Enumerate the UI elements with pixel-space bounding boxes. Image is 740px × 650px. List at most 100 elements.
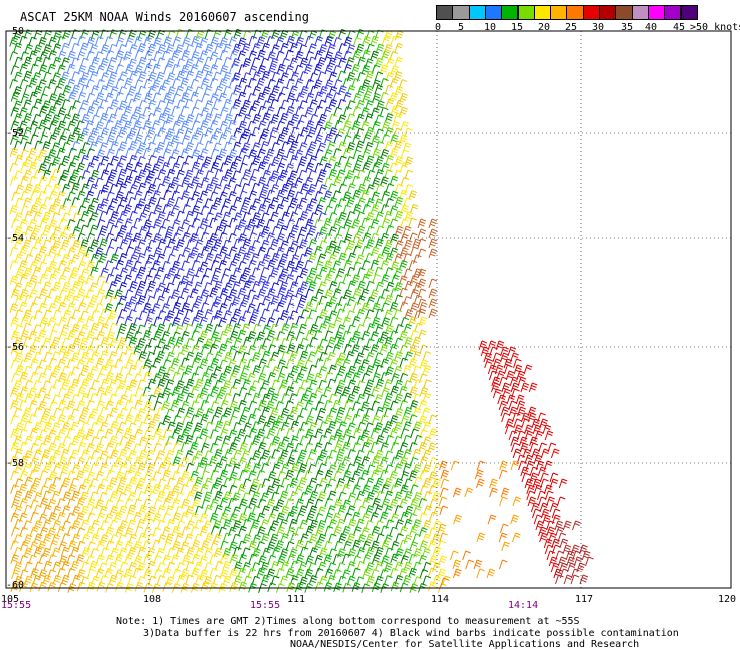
wind-barb <box>276 274 286 285</box>
wind-barb <box>389 316 399 327</box>
wind-barb <box>394 196 404 207</box>
wind-barb <box>371 400 380 411</box>
wind-barb <box>180 92 190 102</box>
wind-barb <box>308 477 318 488</box>
wind-barb <box>422 464 431 474</box>
wind-barb <box>238 414 248 425</box>
wind-barb <box>137 280 147 291</box>
wind-barb <box>90 548 99 558</box>
wind-barb <box>317 533 327 544</box>
legend-label: 40 <box>645 22 658 33</box>
wind-barb <box>307 463 317 474</box>
wind-barb <box>86 135 95 145</box>
wind-barb <box>180 568 190 579</box>
wind-barb <box>314 415 324 426</box>
wind-barb <box>248 553 258 564</box>
wind-barb <box>9 79 18 89</box>
wind-barb <box>42 322 52 333</box>
wind-barb <box>419 540 429 550</box>
wind-barb <box>428 238 438 249</box>
wind-barb <box>374 422 383 432</box>
wind-barb <box>404 490 413 501</box>
wind-barb <box>314 387 323 398</box>
wind-barb <box>136 477 146 488</box>
wind-barb <box>176 574 186 585</box>
wind-barb <box>357 280 366 291</box>
wind-barb <box>157 478 167 489</box>
wind-barb <box>295 315 305 326</box>
wind-barb <box>99 225 108 235</box>
legend-label: 15 <box>511 22 524 33</box>
wind-barb <box>323 441 333 452</box>
wind-barb <box>23 420 33 431</box>
wind-barb <box>94 36 104 46</box>
wind-barb <box>551 508 561 519</box>
wind-barb <box>304 35 314 46</box>
wind-barb <box>48 175 57 186</box>
wind-barb <box>23 352 33 363</box>
wind-barb <box>161 526 171 537</box>
wind-barb <box>527 412 537 423</box>
wind-barb <box>199 457 208 467</box>
wind-barb <box>52 309 62 320</box>
wind-barb <box>303 387 313 397</box>
wind-barb <box>185 142 194 152</box>
wind-barb <box>314 567 324 578</box>
wind-barb <box>355 408 365 419</box>
wind-barb <box>105 273 115 284</box>
wind-barb <box>498 400 508 411</box>
wind-barb <box>549 472 559 483</box>
wind-barb <box>380 442 389 452</box>
wind-barb <box>544 430 554 441</box>
wind-barb <box>100 280 109 291</box>
wind-barb <box>243 336 252 347</box>
wind-barb <box>343 428 352 439</box>
wind-barb <box>261 505 271 516</box>
wind-barb <box>355 154 365 165</box>
wind-barb <box>66 385 76 396</box>
wind-barb <box>181 498 190 509</box>
wind-barb <box>299 281 309 291</box>
legend-label: 45 <box>673 22 686 33</box>
wind-barb <box>276 526 285 536</box>
wind-barb <box>323 483 333 494</box>
lat-lon-grid <box>6 31 731 588</box>
wind-barb <box>185 183 195 193</box>
wind-barb <box>413 294 423 305</box>
wind-barb <box>333 175 343 186</box>
wind-barb <box>38 64 48 74</box>
wind-barb <box>48 372 58 382</box>
wind-barb <box>108 43 118 54</box>
wind-barb <box>32 183 42 194</box>
wind-barb <box>42 337 52 348</box>
wind-barb <box>166 253 176 264</box>
wind-barb <box>343 106 352 116</box>
wind-barb <box>143 63 153 74</box>
wind-barb <box>200 540 210 551</box>
wind-barb <box>394 379 404 390</box>
wind-barb <box>308 505 318 516</box>
wind-barb <box>99 210 108 221</box>
wind-barb <box>295 554 305 565</box>
wind-barb <box>280 408 290 418</box>
wind-barb <box>322 315 332 326</box>
wind-barb <box>33 520 43 530</box>
wind-barb <box>498 532 508 543</box>
wind-barb <box>362 387 372 397</box>
wind-barb <box>389 498 399 509</box>
wind-barb <box>531 448 541 459</box>
wind-barb <box>247 77 257 88</box>
wind-barb <box>308 533 318 544</box>
wind-barb <box>9 37 18 47</box>
wind-barb <box>399 247 409 257</box>
wind-barb <box>533 484 543 495</box>
wind-barb <box>238 581 248 592</box>
wind-barb <box>171 386 181 397</box>
wind-barb <box>23 294 33 305</box>
wind-barb <box>137 408 146 418</box>
wind-barb <box>247 568 257 578</box>
wind-barb <box>180 344 190 355</box>
wind-barb <box>114 386 124 397</box>
wind-barb <box>242 58 252 68</box>
wind-barb <box>256 483 266 494</box>
